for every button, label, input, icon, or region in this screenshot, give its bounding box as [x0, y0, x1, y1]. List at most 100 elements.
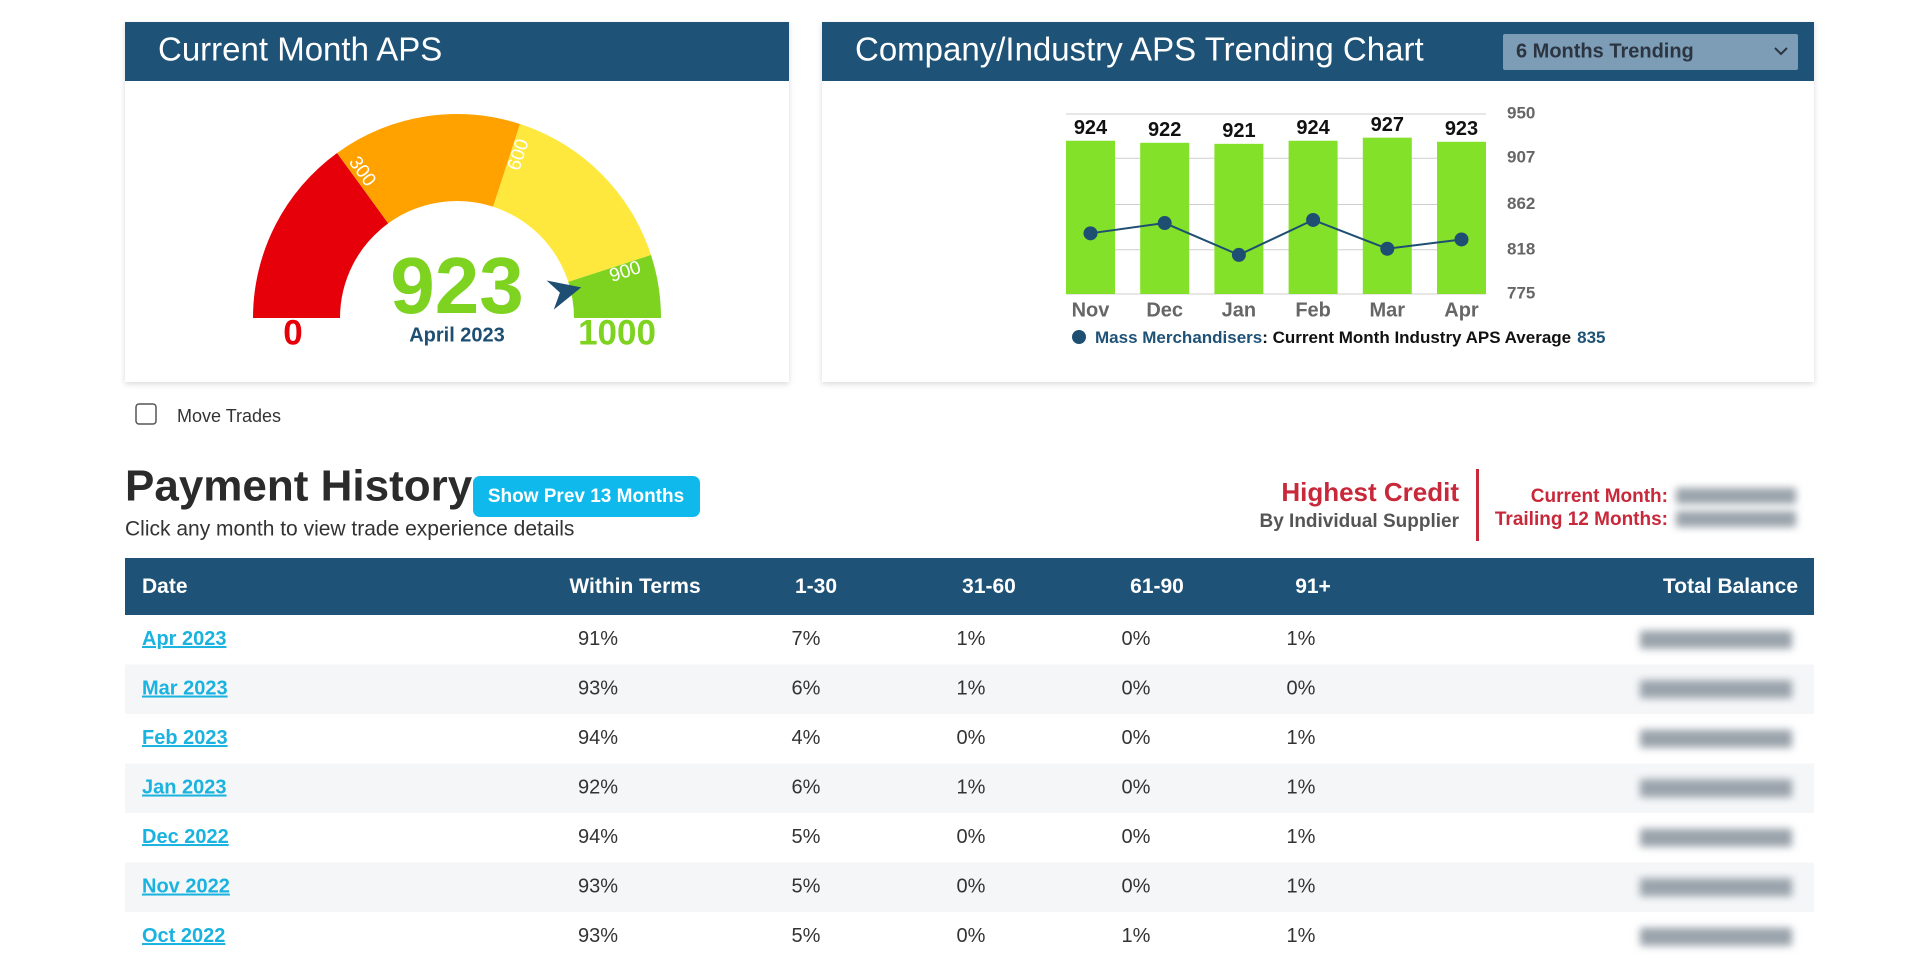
credit-label: Current Month: — [1531, 486, 1668, 507]
table-cell: 1% — [1287, 826, 1316, 848]
month-link[interactable]: Mar 2023 — [142, 678, 228, 700]
button-label[interactable]: Show Prev 13 Months — [488, 486, 684, 507]
column-header: Within Terms — [569, 575, 700, 598]
button-bg[interactable] — [473, 476, 700, 517]
panel-title: Current Month APS — [158, 31, 442, 68]
line-point — [1454, 232, 1469, 247]
table-cell: 0% — [1122, 628, 1151, 650]
table-row — [125, 664, 1814, 714]
table-row — [125, 615, 1814, 665]
line — [1090, 218, 1462, 257]
table-cell: 5% — [792, 876, 821, 898]
table-cell: 4% — [792, 727, 821, 749]
column-header: 61-90 — [1130, 575, 1184, 598]
table-cell: 0% — [957, 826, 986, 848]
column-header: Date — [142, 575, 188, 598]
trend-dropdown[interactable]: 6 Months Trending — [1503, 34, 1798, 70]
table-cell: 91% — [578, 628, 618, 650]
bar — [1214, 143, 1264, 294]
x-tick-label: Mar — [1370, 299, 1406, 321]
table-cell: 0% — [957, 876, 986, 898]
table-cell: 1% — [1287, 925, 1316, 947]
table-row — [125, 813, 1814, 863]
table-cell: 6% — [792, 777, 821, 799]
move-trades-checkbox[interactable]: Move Trades — [135, 403, 281, 426]
month-link[interactable]: Feb 2023 — [142, 727, 228, 749]
highest-credit-subtitle: By Individual Supplier — [1259, 511, 1459, 532]
gauge-panel — [125, 22, 789, 382]
dropdown-arrow[interactable] — [1774, 47, 1788, 56]
y-tick-label: 907 — [1507, 148, 1535, 167]
table-cell: 0% — [1122, 678, 1151, 700]
legend-marker — [1072, 330, 1086, 344]
gauge-band — [337, 114, 521, 224]
gauge-min-label: 0 — [283, 313, 302, 352]
table-cell: 94% — [578, 826, 618, 848]
month-link[interactable]: Jan 2023 — [142, 777, 227, 799]
divider — [1476, 469, 1479, 541]
section-title: Payment History — [125, 462, 473, 511]
month-link[interactable]: Oct 2022 — [142, 925, 225, 947]
dropdown-label[interactable]: 6 Months Trending — [1516, 40, 1694, 62]
column-header: Total Balance — [1663, 575, 1798, 598]
redacted-balance — [1640, 828, 1792, 847]
bar-value-label: 927 — [1371, 114, 1404, 136]
line-point — [1083, 226, 1098, 241]
redacted-balance — [1640, 779, 1792, 798]
table-cell: 93% — [578, 876, 618, 898]
gauge-max-label: 1000 — [578, 313, 656, 352]
bar-value-label: 922 — [1148, 119, 1181, 141]
gauge-period: April 2023 — [409, 324, 505, 346]
line-point — [1157, 216, 1172, 231]
x-tick-label: Apr — [1444, 299, 1479, 321]
table-cell: 1% — [1122, 925, 1151, 947]
line-point — [1231, 247, 1246, 262]
trend-chart: 775 818 862 907 950 924 922 921 924 927 923 Nov Dec J… — [1066, 103, 1606, 347]
table-row — [125, 912, 1814, 958]
redacted-balance — [1640, 927, 1792, 946]
table-header — [125, 558, 1814, 615]
y-tick-label: 862 — [1507, 194, 1535, 213]
gauge-band — [568, 254, 661, 318]
section-subtitle: Click any month to view trade experience… — [125, 518, 574, 541]
month-link[interactable]: Nov 2022 — [142, 876, 230, 898]
table-cell: 0% — [957, 925, 986, 947]
table-cell: 0% — [1287, 678, 1316, 700]
line-point — [1380, 241, 1395, 256]
table-cell: 0% — [957, 727, 986, 749]
checkbox-label[interactable]: Move Trades — [177, 406, 281, 426]
table-cell: 1% — [1287, 876, 1316, 898]
table-cell: 1% — [957, 678, 986, 700]
gauge-band — [253, 152, 389, 318]
table-cell: 5% — [792, 925, 821, 947]
y-tick-label: 775 — [1507, 283, 1535, 302]
table-cell: 5% — [792, 826, 821, 848]
table-cell: 1% — [957, 628, 986, 650]
checkbox[interactable] — [135, 403, 157, 425]
highest-credit-title: Highest Credit — [1281, 477, 1459, 507]
legend: Mass Merchandisers: Current Month Indust… — [1095, 328, 1606, 347]
table-cell: 93% — [578, 925, 618, 947]
redacted-value — [1676, 511, 1796, 527]
gauge-value: 923 — [390, 241, 523, 330]
show-prev-button[interactable]: Show Prev 13 Months — [473, 476, 700, 517]
table-cell: 7% — [792, 628, 821, 650]
x-tick-label: Dec — [1146, 299, 1183, 321]
legend-value: 835 — [1577, 328, 1605, 347]
panel-title: Company/Industry APS Trending Chart — [855, 31, 1424, 68]
redacted-balance — [1640, 680, 1792, 699]
table-cell: 6% — [792, 678, 821, 700]
y-tick-label: 818 — [1507, 239, 1535, 258]
month-link[interactable]: Dec 2022 — [142, 826, 229, 848]
line-point — [1306, 212, 1321, 227]
table-cell: 93% — [578, 678, 618, 700]
dropdown-box[interactable] — [1503, 34, 1798, 70]
table-cell: 0% — [1122, 826, 1151, 848]
bar-value-label: 924 — [1296, 117, 1330, 139]
month-link[interactable]: Apr 2023 — [142, 628, 227, 650]
bar — [1437, 141, 1486, 294]
